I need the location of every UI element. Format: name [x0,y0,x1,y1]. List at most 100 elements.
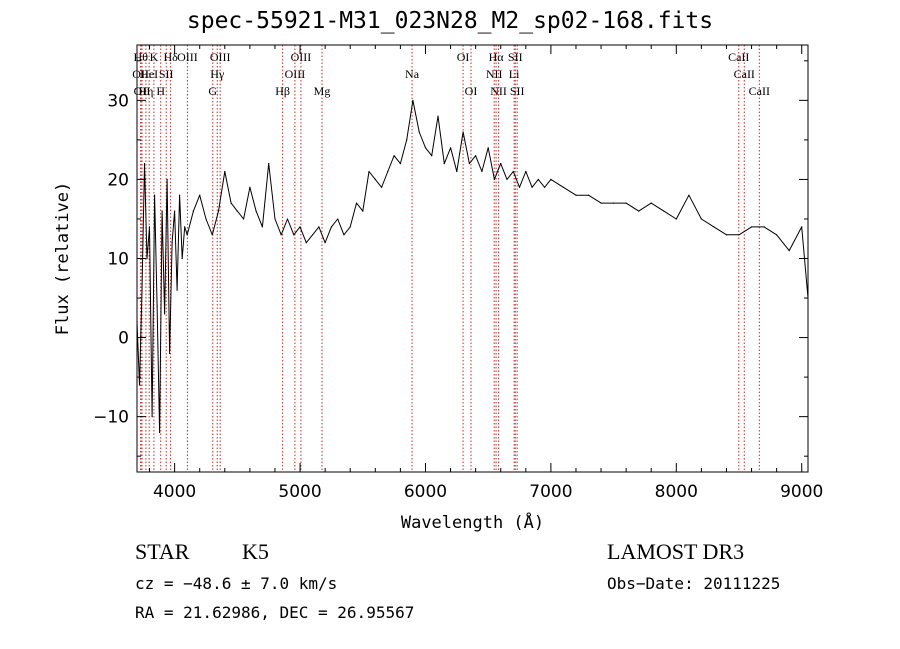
data-point-74 [525,170,527,173]
data-point-47 [355,202,358,204]
data-point-44 [337,218,339,220]
data-point-19 [184,226,186,228]
data-point-7 [154,194,156,196]
data-point-48 [362,210,364,212]
line-label-14: OIII [285,67,306,81]
data-point-13 [169,352,171,354]
data-point-58 [424,147,427,149]
data-point-87 [663,210,665,212]
line-label-2: OII [134,84,151,98]
data-point-54 [399,163,401,165]
line-label-19: OI [465,84,478,98]
data-point-77 [544,186,546,188]
data-point-55 [406,139,408,141]
data-point-23 [205,218,207,220]
data-point-82 [600,202,602,204]
data-point-11 [164,313,166,315]
data-point-15 [174,210,176,212]
line-label-20: NII [486,67,503,81]
survey-name: LAMOST DR3 [607,539,745,564]
x-tick-label-2: 6000 [404,482,447,502]
data-point-65 [468,163,470,165]
data-point-72 [512,170,514,173]
data-point-92 [725,234,728,236]
data-point-95 [763,226,765,228]
y-tick-label-1: 0 [118,329,129,349]
data-point-67 [481,170,483,173]
data-point-36 [286,218,289,220]
data-point-9 [159,431,161,434]
x-tick-label-1: 5000 [278,482,321,502]
data-point-27 [230,202,232,204]
data-point-14 [171,242,173,244]
data-point-69 [493,178,495,180]
data-point-24 [211,234,213,236]
y-tick-label-4: 30 [107,91,129,111]
data-point-28 [236,210,238,212]
data-point-20 [186,234,188,236]
line-label-21: Hα [489,50,505,64]
line-label-9: OIII [177,50,198,64]
data-point-50 [374,178,376,180]
data-point-68 [487,147,489,149]
data-point-62 [450,147,452,149]
line-label-27: CaII [734,67,755,81]
data-point-96 [776,234,778,236]
data-point-73 [518,186,521,188]
data-point-91 [713,226,715,228]
data-point-56 [412,99,414,101]
data-point-86 [650,202,652,204]
data-point-33 [268,163,270,165]
x-axis-label: Wavelength (Å) [401,511,544,533]
data-point-90 [700,218,703,220]
data-point-43 [330,226,332,228]
emission-line-markers [140,45,760,472]
line-label-15: OIII [291,50,312,64]
data-point-3 [143,163,146,165]
series-line-0 [136,99,809,433]
data-point-94 [751,226,753,228]
plot-frame [136,44,809,473]
data-point-5 [148,226,151,228]
line-label-26: CaII [728,50,749,64]
coordinates: RA = 21.62986, DEC = 26.95567 [135,603,415,622]
data-point-12 [166,178,168,180]
axis-ticks: 4000 5000 6000 7000 8000 9000 −10 0 10 20 30 [93,45,823,502]
line-label-10: G [208,84,217,98]
data-point-78 [550,178,552,180]
redshift-cz: cz = −48.6 ± 7.0 km/s [135,574,338,593]
y-tick-label-2: 10 [107,250,129,270]
line-label-4: HeI [140,67,158,81]
line-label-18: OI [457,50,470,64]
data-point-31 [255,210,257,212]
data-point-89 [688,194,690,196]
data-point-4 [146,257,148,260]
data-point-26 [224,170,226,173]
line-label-5: K [150,50,159,64]
line-label-13: Hβ [275,84,290,98]
x-tick-label-3: 7000 [529,482,572,502]
data-point-6 [151,416,153,418]
line-label-3: Hη [138,84,153,98]
data-point-66 [475,155,477,157]
data-point-30 [249,186,251,188]
data-point-40 [312,234,314,236]
data-point-98 [801,226,803,228]
data-point-25 [217,210,220,212]
y-tick-label-3: 20 [107,170,129,190]
data-point-35 [280,234,282,236]
data-point-80 [575,194,577,196]
line-label-7: SII [159,67,174,81]
data-point-29 [243,218,245,220]
line-label-12: OIII [210,50,231,64]
data-point-49 [368,170,370,173]
data-point-37 [293,234,295,236]
data-point-53 [393,155,395,157]
spectrum-series [136,99,809,434]
x-tick-label-4: 8000 [655,482,698,502]
data-point-81 [587,194,590,196]
line-label-6: H [156,84,165,98]
x-tick-label-0: 4000 [153,482,196,502]
data-point-61 [443,163,445,165]
